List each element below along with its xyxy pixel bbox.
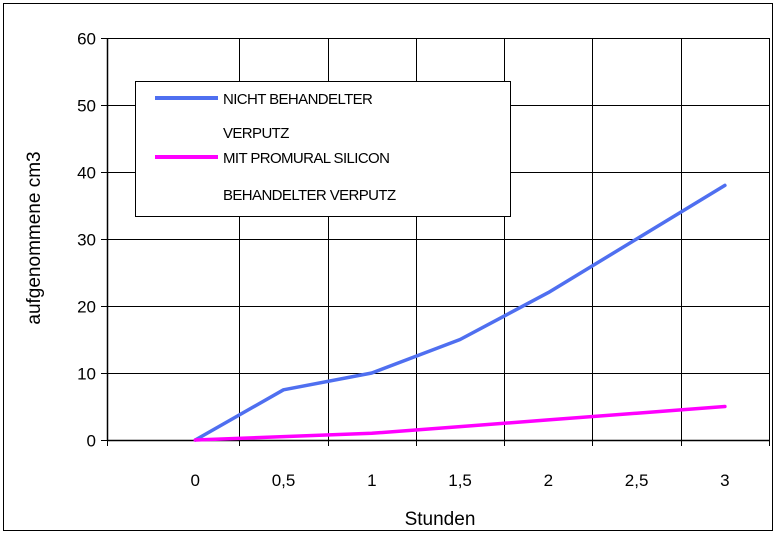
legend-label-nicht-behandelt-line1: NICHT BEHANDELTER <box>223 91 373 108</box>
series-line-promural-silicon <box>193 404 727 442</box>
legend-box <box>135 81 511 217</box>
x-tick-label: 1,5 <box>448 471 472 490</box>
y-tick-label: 10 <box>77 365 96 384</box>
series-lines <box>193 183 727 442</box>
x-tick-label: 3 <box>720 471 729 490</box>
y-tick-label: 0 <box>87 432 96 451</box>
x-tick-labels: 0 0,5 1 1,5 2 2,5 3 <box>191 471 730 490</box>
legend-label-promural-silicon-line1: MIT PROMURAL SILICON <box>223 150 389 167</box>
x-axis-title: Stunden <box>405 509 476 530</box>
y-tick-label: 40 <box>77 164 96 183</box>
y-tick-label: 50 <box>77 97 96 116</box>
series-line-nicht-behandelt <box>193 183 727 442</box>
x-tick-label: 2,5 <box>625 471 649 490</box>
x-tick-label: 1 <box>367 471 376 490</box>
y-tick-label: 20 <box>77 298 96 317</box>
y-axis-title: aufgenommene cm3 <box>24 151 45 324</box>
x-tick-label: 0,5 <box>272 471 296 490</box>
legend-label-promural-silicon-line2: BEHANDELTER VERPUTZ <box>223 187 396 204</box>
legend-label-nicht-behandelt-line2: VERPUTZ <box>223 125 289 142</box>
y-tick-label: 30 <box>77 231 96 250</box>
x-tick-label: 0 <box>191 471 200 490</box>
x-tick-label: 2 <box>544 471 553 490</box>
y-tick-labels: 0 10 20 30 40 50 60 <box>77 30 96 451</box>
y-tick-label: 60 <box>77 30 96 49</box>
legend: NICHT BEHANDELTER VERPUTZ MIT PROMURAL S… <box>135 81 511 217</box>
